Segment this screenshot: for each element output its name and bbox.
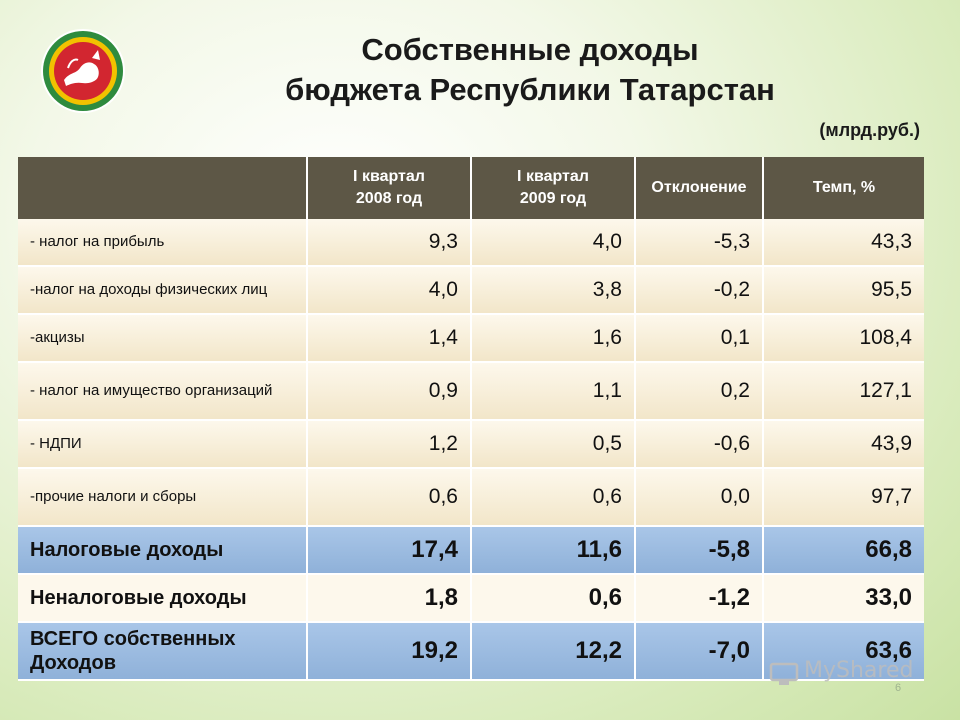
revenue-table: I квартал 2008 год I квартал 2009 год Откл… [18, 157, 924, 681]
cell-value: 1,6 [472, 315, 636, 363]
row-label: ВСЕГО собственных Доходов [18, 623, 308, 681]
cell-value: 0,1 [636, 315, 764, 363]
header-line: 2008 год [355, 190, 423, 207]
header-cell-deviation: Отклонение [636, 157, 764, 219]
title-line-1: Собственные доходы [361, 32, 699, 67]
cell-value: 63,6 [764, 623, 924, 681]
table-row: - налог на имущество организаций 0,9 1,1… [18, 363, 924, 421]
row-label: - НДПИ [18, 421, 308, 469]
cell-value: 0,5 [472, 421, 636, 469]
cell-value: 19,2 [308, 623, 472, 681]
header-q1-2009-text: I квартал 2009 год [474, 166, 632, 210]
cell-value: 0,6 [472, 575, 636, 623]
table-row: -налог на доходы физических лиц 4,0 3,8 … [18, 267, 924, 315]
myshared-logo-icon [769, 662, 799, 685]
cell-value: 43,3 [764, 219, 924, 267]
table-row: - налог на прибыль 9,3 4,0 -5,3 43,3 [18, 219, 924, 267]
cell-value: 1,1 [472, 363, 636, 421]
cell-value: -1,2 [636, 575, 764, 623]
cell-value: 0,6 [472, 469, 636, 527]
table-row: -прочие налоги и сборы 0,6 0,6 0,0 97,7 [18, 469, 924, 527]
row-label: Неналоговые доходы [18, 575, 308, 623]
cell-value: 33,0 [764, 575, 924, 623]
cell-value: -0,2 [636, 267, 764, 315]
table-row: -акцизы 1,4 1,6 0,1 108,4 [18, 315, 924, 363]
table-row-total: ВСЕГО собственных Доходов 19,2 12,2 -7,0… [18, 623, 924, 681]
cell-value: 127,1 [764, 363, 924, 421]
header-line: 2009 год [519, 190, 587, 207]
watermark-text: MyShared [804, 658, 914, 683]
cell-value: 66,8 [764, 527, 924, 575]
cell-value: 1,2 [308, 421, 472, 469]
row-label: -налог на доходы физических лиц [18, 267, 308, 315]
header-cell-label [18, 157, 308, 219]
table-row-tax-revenue: Налоговые доходы 17,4 11,6 -5,8 66,8 [18, 527, 924, 575]
row-label: -прочие налоги и сборы [18, 469, 308, 527]
page-title: Собственные доходы бюджета Республики Та… [180, 30, 880, 110]
cell-value: 43,9 [764, 421, 924, 469]
cell-value: 17,4 [308, 527, 472, 575]
header-cell-rate: Темп, % [764, 157, 924, 219]
cell-value: 0,9 [308, 363, 472, 421]
tatarstan-emblem-icon [41, 29, 125, 113]
cell-value: 12,2 [472, 623, 636, 681]
cell-value: 11,6 [472, 527, 636, 575]
cell-value: -5,8 [636, 527, 764, 575]
cell-value: 0,0 [636, 469, 764, 527]
header-line: I квартал [517, 168, 589, 185]
cell-value: 9,3 [308, 219, 472, 267]
revenue-table-container: I квартал 2008 год I квартал 2009 год Откл… [18, 157, 924, 681]
cell-value: 108,4 [764, 315, 924, 363]
table-header-row: I квартал 2008 год I квартал 2009 год Откл… [18, 157, 924, 219]
cell-value: 97,7 [764, 469, 924, 527]
table-row-nontax-revenue: Неналоговые доходы 1,8 0,6 -1,2 33,0 [18, 575, 924, 623]
row-label: - налог на имущество организаций [18, 363, 308, 421]
units-label: (млрд.руб.) [819, 120, 920, 140]
cell-value: 4,0 [308, 267, 472, 315]
cell-value: 1,4 [308, 315, 472, 363]
row-label: - налог на прибыль [18, 219, 308, 267]
table-row: - НДПИ 1,2 0,5 -0,6 43,9 [18, 421, 924, 469]
header-cell-q1-2009: I квартал 2009 год [472, 157, 636, 219]
cell-value: 0,6 [308, 469, 472, 527]
cell-value: 4,0 [472, 219, 636, 267]
cell-value: 3,8 [472, 267, 636, 315]
cell-value: -0,6 [636, 421, 764, 469]
cell-value: 1,8 [308, 575, 472, 623]
cell-value: 0,2 [636, 363, 764, 421]
page-number: 6 [895, 682, 902, 694]
row-label: Налоговые доходы [18, 527, 308, 575]
cell-value: -7,0 [636, 623, 764, 681]
cell-value: -5,3 [636, 219, 764, 267]
title-line-2: бюджета Республики Татарстан [285, 72, 775, 107]
header-cell-q1-2008: I квартал 2008 год [308, 157, 472, 219]
header-q1-2008-text: I квартал 2008 год [310, 166, 468, 210]
row-label: -акцизы [18, 315, 308, 363]
header-line: I квартал [353, 168, 425, 185]
cell-value: 95,5 [764, 267, 924, 315]
